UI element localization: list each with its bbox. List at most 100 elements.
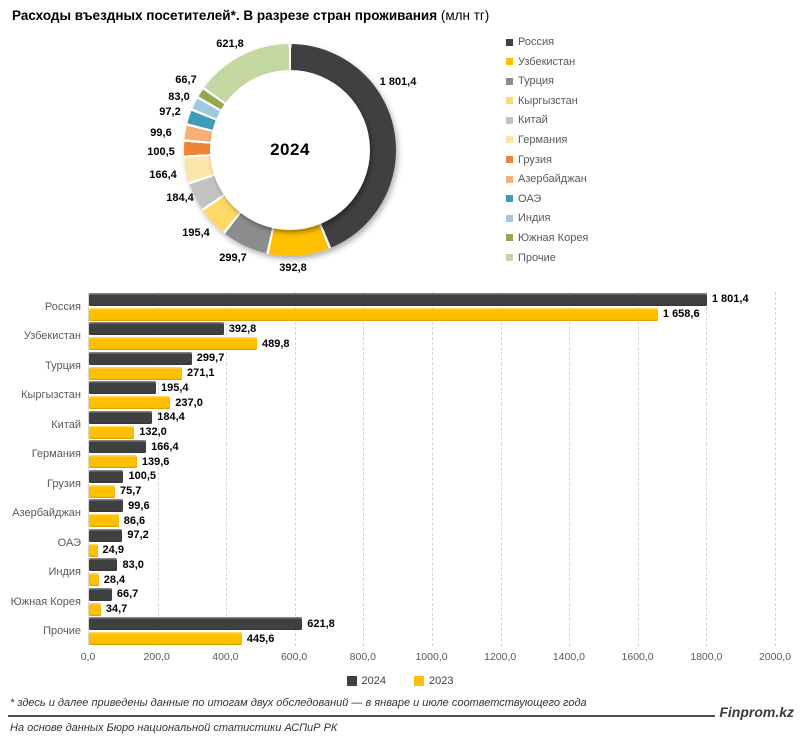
donut-value-label: 299,7 (219, 252, 247, 264)
legend-label: ОАЭ (518, 192, 542, 205)
donut-value-label: 100,5 (147, 146, 175, 158)
bar-value-label: 445,6 (246, 632, 275, 645)
bar-line-2023: 1 658,6 (89, 307, 775, 321)
bar-line-2024: 97,2 (89, 528, 775, 542)
legend-item-4: Китай (506, 114, 588, 126)
legend-item-11: Прочие (506, 252, 588, 264)
gridline (363, 292, 365, 646)
bar-2024 (89, 469, 124, 483)
donut-value-label: 66,7 (175, 74, 197, 86)
bar-legend-label: 2024 (361, 675, 386, 687)
bar-line-2023: 139,6 (89, 455, 775, 469)
x-tick: 1400,0 (552, 651, 585, 663)
gridline (294, 292, 296, 646)
legend-item-10: Южная Корея (506, 232, 588, 244)
bar-row-8: ОАЭ 97,2 24,9 (58, 528, 775, 558)
source-note: На основе данных Бюро национальной стати… (10, 722, 338, 734)
bar-2023 (89, 396, 171, 410)
legend-swatch (506, 254, 513, 262)
bar-2024 (89, 617, 303, 631)
donut-center-label: 2024 (270, 140, 310, 159)
donut-chart: 2024 1 801,4 392,8 299,7 195,4 184,4 166… (0, 28, 800, 284)
chart-title-unit: (млн тг) (437, 8, 490, 23)
bar-value-label: 28,4 (103, 573, 126, 586)
bar-value-label: 100,5 (128, 470, 156, 483)
legend-item-5: Германия (506, 134, 588, 146)
bar-line-2024: 621,8 (89, 617, 775, 631)
donut-ring: 2024 (184, 44, 396, 256)
category-label: Азербайджан (12, 507, 81, 520)
bar-row-0: Россия 1 801,4 1 658,6 (45, 292, 775, 322)
category-label: Китай (51, 418, 81, 431)
category-label: Россия (44, 300, 81, 313)
bar-legend-label: 2023 (429, 675, 454, 687)
bar-line-2024: 66,7 (89, 587, 775, 601)
bar-legend-item-2023: 2023 (414, 675, 453, 687)
category-label: Грузия (47, 477, 81, 490)
chart-title: Расходы въездных посетителей*. В разрезе… (12, 8, 489, 23)
bar-line-2023: 34,7 (89, 602, 775, 616)
bar-rows: Россия 1 801,4 1 658,6 Узбекистан 392,8 489,8… (11, 292, 775, 646)
bar-legend-item-2024: 2024 (346, 675, 386, 687)
donut-value-label: 97,2 (159, 106, 181, 118)
bar-value-label: 299,7 (196, 352, 225, 365)
bar-line-2023: 86,6 (89, 514, 775, 528)
bar-2024 (89, 351, 192, 365)
legend-item-0: Россия (506, 36, 588, 48)
legend-swatch (506, 214, 513, 222)
bar-line-2023: 24,9 (89, 543, 775, 557)
bar-2023 (89, 425, 135, 439)
bar-row-2: Турция 299,7 271,1 (45, 351, 775, 381)
gridline (775, 292, 776, 646)
bar-line-2023: 237,0 (89, 396, 775, 410)
legend-label: Прочие (518, 251, 556, 264)
x-tick: 200,0 (143, 651, 170, 663)
legend-label: Южная Корея (518, 231, 589, 244)
legend-swatch (506, 58, 513, 66)
gridline (432, 292, 433, 646)
category-label: Турция (45, 359, 81, 372)
bar-chart: Россия 1 801,4 1 658,6 Узбекистан 392,8 489,8… (0, 292, 800, 687)
legend-label: Китай (518, 114, 548, 127)
bar-2024 (89, 440, 147, 454)
bar-line-2024: 195,4 (89, 381, 775, 395)
bar-line-2024: 392,8 (89, 322, 775, 336)
bar-2023 (89, 455, 137, 469)
x-tick: 1000,0 (415, 651, 448, 663)
legend-label: Азербайджан (518, 173, 587, 186)
legend-label: Россия (518, 36, 555, 48)
x-tick: 1600,0 (621, 651, 654, 663)
bar-row-1: Узбекистан 392,8 489,8 (24, 322, 775, 352)
bar-2024 (89, 499, 124, 513)
bar-value-label: 139,6 (141, 455, 170, 468)
x-axis: 0,0 200,0 400,0 600,0 800,0 1000,0 1200,0 1400,… (81, 651, 791, 665)
legend-label: Турция (518, 75, 554, 88)
bar-line-2024: 83,0 (89, 558, 775, 572)
legend-item-7: Азербайджан (506, 173, 588, 185)
bar-line-2023: 132,0 (89, 425, 775, 439)
bar-value-label: 271,1 (186, 367, 215, 380)
bar-value-label: 621,8 (307, 617, 335, 630)
x-tick: 1200,0 (484, 651, 517, 663)
legend-swatch (506, 77, 513, 85)
bar-value-label: 97,2 (127, 529, 149, 542)
legend-item-1: Узбекистан (506, 56, 588, 68)
legend-item-8: ОАЭ (506, 193, 588, 205)
bar-2024 (89, 292, 707, 306)
x-tick: 400,0 (212, 651, 239, 663)
bar-value-label: 34,7 (105, 603, 128, 616)
bar-value-label: 75,7 (119, 485, 142, 498)
legend-swatch (506, 175, 513, 183)
category-label: Узбекистан (23, 330, 81, 343)
bar-2023 (89, 484, 115, 498)
x-tick: 0,0 (80, 651, 96, 663)
bar-line-2024: 99,6 (89, 499, 775, 513)
bar-value-label: 195,4 (161, 381, 189, 394)
legend-label: Узбекистан (518, 55, 576, 68)
bar-line-2024: 100,5 (89, 469, 775, 483)
legend-item-3: Кыргызстан (506, 95, 588, 107)
legend-swatch (506, 234, 513, 242)
gridline (637, 292, 639, 646)
bar-line-2023: 445,6 (89, 632, 775, 646)
bar-row-7: Азербайджан 99,6 86,6 (12, 499, 775, 529)
